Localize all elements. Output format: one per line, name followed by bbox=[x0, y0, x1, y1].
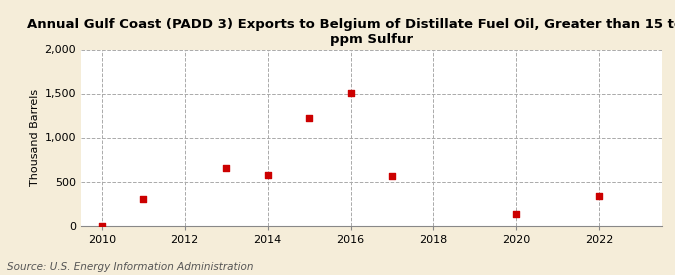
Point bbox=[511, 212, 522, 216]
Point bbox=[304, 116, 315, 120]
Point bbox=[345, 91, 356, 96]
Point bbox=[97, 223, 107, 228]
Y-axis label: Thousand Barrels: Thousand Barrels bbox=[30, 89, 40, 186]
Point bbox=[594, 193, 605, 198]
Point bbox=[138, 196, 148, 201]
Point bbox=[387, 174, 398, 179]
Text: Source: U.S. Energy Information Administration: Source: U.S. Energy Information Administ… bbox=[7, 262, 253, 272]
Point bbox=[262, 173, 273, 177]
Title: Annual Gulf Coast (PADD 3) Exports to Belgium of Distillate Fuel Oil, Greater th: Annual Gulf Coast (PADD 3) Exports to Be… bbox=[27, 18, 675, 46]
Point bbox=[221, 166, 232, 171]
